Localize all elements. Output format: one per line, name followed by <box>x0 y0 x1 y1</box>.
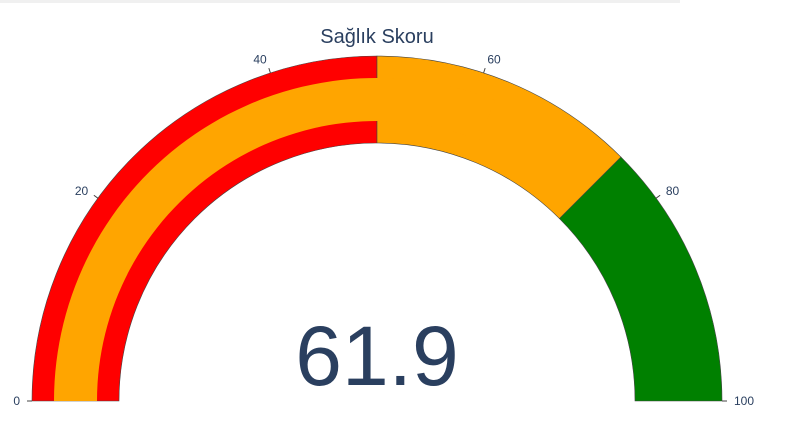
gauge-bar <box>54 77 495 402</box>
tick-mark <box>93 194 99 199</box>
gauge-value-bar <box>54 77 495 402</box>
tick-mark <box>655 194 661 199</box>
tick-label: 0 <box>13 394 20 408</box>
gauge-step-1 <box>31 55 378 402</box>
top-strip <box>0 0 680 3</box>
tick-label: 80 <box>666 184 680 198</box>
tick-mark <box>483 67 486 74</box>
tick-mark <box>268 67 271 74</box>
tick-label: 40 <box>253 52 267 66</box>
tick-label: 20 <box>75 184 89 198</box>
gauge-value-number: 61.9 <box>295 309 459 403</box>
tick-label: 60 <box>487 52 501 66</box>
gauge-ticks: 0 20 40 60 80 100 <box>13 52 754 408</box>
tick-label: 100 <box>734 394 754 408</box>
chart-title: Sağlık Skoru <box>320 26 433 48</box>
